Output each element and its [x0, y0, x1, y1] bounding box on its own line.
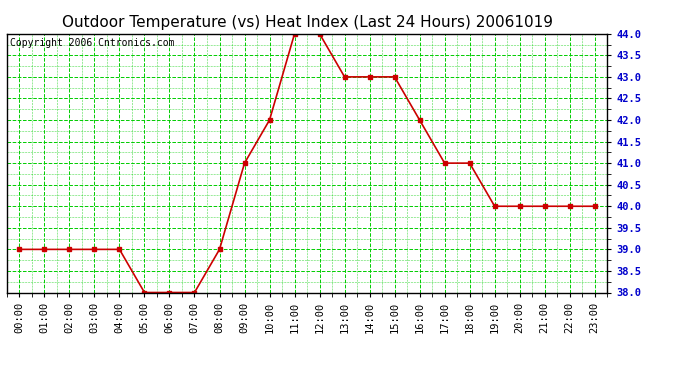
Title: Outdoor Temperature (vs) Heat Index (Last 24 Hours) 20061019: Outdoor Temperature (vs) Heat Index (Las…: [61, 15, 553, 30]
Text: Copyright 2006 Cntronics.com: Copyright 2006 Cntronics.com: [10, 38, 175, 48]
